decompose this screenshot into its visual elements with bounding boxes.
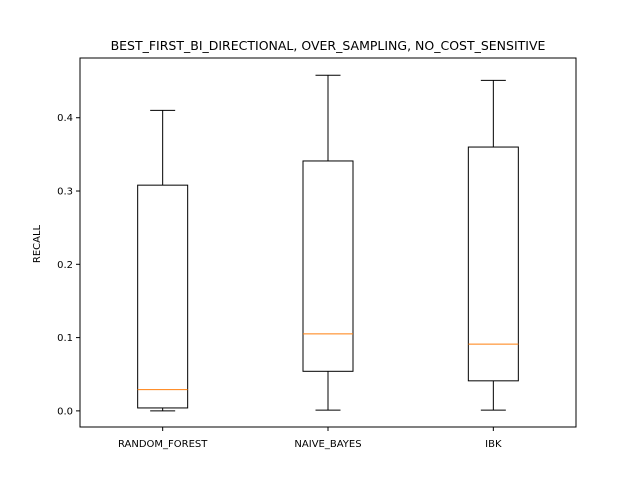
chart-title: BEST_FIRST_BI_DIRECTIONAL, OVER_SAMPLING…: [111, 38, 546, 53]
iqr-box: [137, 184, 189, 409]
y-tick-label: 0.1: [57, 333, 73, 344]
x-tick-label: RANDOM_FOREST: [118, 439, 208, 450]
y-tick-label: 0.3: [57, 187, 73, 198]
iqr-box: [302, 160, 354, 372]
plot-area: 0.0 0.1 0.2 0.3 0.4 RANDOM_FOREST NAIVE_BAYES I…: [57, 74, 519, 450]
y-tick-label: 0.4: [57, 113, 73, 124]
x-tick-label: NAIVE_BAYES: [294, 439, 361, 450]
y-tick-label: 0.2: [57, 260, 73, 271]
iqr-box: [467, 146, 519, 382]
y-axis-label: RECALL: [32, 224, 43, 263]
y-tick-label: 0.0: [57, 406, 73, 417]
x-tick-label: IBK: [485, 439, 502, 450]
axes-frame: [79, 57, 577, 428]
